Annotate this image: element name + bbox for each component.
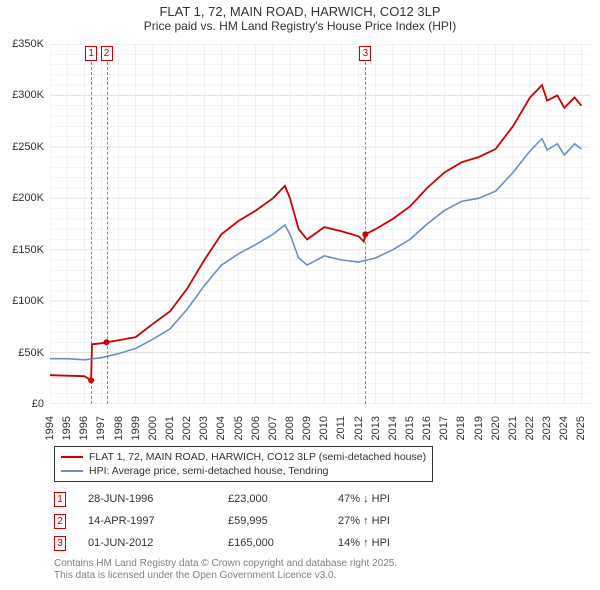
sales-row-marker: 1	[54, 492, 66, 507]
x-tick-label: 2021	[507, 416, 519, 440]
x-tick-label: 2006	[250, 416, 262, 440]
legend: FLAT 1, 72, MAIN ROAD, HARWICH, CO12 3LP…	[54, 446, 433, 482]
sales-row-pct: 47% ↓ HPI	[338, 493, 458, 505]
attribution-line-2: This data is licensed under the Open Gov…	[54, 570, 397, 582]
x-tick-label: 2017	[438, 416, 450, 440]
x-tick-label: 2014	[387, 416, 399, 440]
series-price_paid	[50, 85, 581, 380]
x-tick-label: 2020	[490, 416, 502, 440]
attribution-line-1: Contains HM Land Registry data © Crown c…	[54, 558, 397, 570]
x-tick-label: 2023	[541, 416, 553, 440]
x-tick-label: 2010	[318, 416, 330, 440]
x-tick-label: 1998	[113, 416, 125, 440]
plot-svg	[50, 44, 590, 404]
sales-row-price: £165,000	[228, 537, 338, 549]
sales-row-price: £59,995	[228, 515, 338, 527]
title-block: FLAT 1, 72, MAIN ROAD, HARWICH, CO12 3LP…	[0, 0, 600, 33]
x-tick-label: 1997	[95, 416, 107, 440]
x-tick-label: 1994	[44, 416, 56, 440]
chart-subtitle: Price paid vs. HM Land Registry's House …	[0, 19, 600, 33]
marker-vline-2	[107, 62, 108, 404]
sales-row-marker: 3	[54, 536, 66, 551]
legend-label: HPI: Average price, semi-detached house,…	[89, 464, 329, 478]
x-tick-label: 2016	[421, 416, 433, 440]
x-tick-label: 1995	[61, 416, 73, 440]
x-tick-label: 2007	[267, 416, 279, 440]
plot-area: 12 3	[50, 44, 590, 404]
legend-swatch	[61, 456, 83, 458]
legend-swatch	[61, 470, 83, 472]
y-axis: £0£50K£100K£150K£200K£250K£300K£350K	[0, 44, 50, 404]
sales-table: 1 28-JUN-1996£23,00047% ↓ HPI 2 14-APR-1997…	[54, 488, 458, 554]
x-tick-label: 2024	[558, 416, 570, 440]
x-tick-label: 2013	[370, 416, 382, 440]
sales-row-date: 14-APR-1997	[88, 515, 228, 527]
x-tick-label: 2015	[404, 416, 416, 440]
sale-dots	[88, 231, 368, 383]
x-tick-label: 2009	[301, 416, 313, 440]
x-tick-label: 2011	[335, 416, 347, 440]
y-tick-label: £250K	[12, 141, 44, 153]
x-tick-label: 2018	[455, 416, 467, 440]
sales-row: 2 14-APR-1997£59,99527% ↑ HPI	[54, 510, 458, 532]
x-axis: 1994199519961997199819992000200120022003…	[50, 406, 590, 446]
sales-row-pct: 14% ↑ HPI	[338, 537, 458, 549]
x-tick-label: 2004	[215, 416, 227, 440]
x-tick-label: 2001	[164, 416, 176, 440]
x-tick-label: 1999	[130, 416, 142, 440]
chart-title: FLAT 1, 72, MAIN ROAD, HARWICH, CO12 3LP	[0, 4, 600, 19]
x-tick-label: 2022	[524, 416, 536, 440]
y-tick-label: £50K	[18, 347, 44, 359]
legend-row: FLAT 1, 72, MAIN ROAD, HARWICH, CO12 3LP…	[61, 450, 426, 464]
x-tick-label: 2008	[284, 416, 296, 440]
y-tick-label: £100K	[12, 295, 44, 307]
series-hpi	[50, 139, 581, 360]
marker-vline-1	[91, 62, 92, 404]
x-tick-label: 1996	[78, 416, 90, 440]
x-tick-label: 2003	[198, 416, 210, 440]
x-tick-label: 2012	[353, 416, 365, 440]
chart-container: FLAT 1, 72, MAIN ROAD, HARWICH, CO12 3LP…	[0, 0, 600, 590]
y-tick-label: £350K	[12, 38, 44, 50]
sales-row-pct: 27% ↑ HPI	[338, 515, 458, 527]
sales-row-marker: 2	[54, 514, 66, 529]
marker-box-3: 3	[359, 46, 371, 61]
attribution: Contains HM Land Registry data © Crown c…	[54, 558, 397, 582]
marker-box-1: 1	[85, 46, 97, 61]
marker-vline-3	[365, 62, 366, 404]
x-tick-label: 2019	[473, 416, 485, 440]
y-tick-label: £300K	[12, 89, 44, 101]
sales-row: 1 28-JUN-1996£23,00047% ↓ HPI	[54, 488, 458, 510]
sales-row-date: 01-JUN-2012	[88, 537, 228, 549]
y-tick-label: £150K	[12, 244, 44, 256]
sales-row: 3 01-JUN-2012£165,00014% ↑ HPI	[54, 532, 458, 554]
x-tick-label: 2000	[147, 416, 159, 440]
legend-label: FLAT 1, 72, MAIN ROAD, HARWICH, CO12 3LP…	[89, 450, 426, 464]
legend-row: HPI: Average price, semi-detached house,…	[61, 464, 426, 478]
x-tick-label: 2002	[181, 416, 193, 440]
x-tick-label: 2025	[575, 416, 587, 440]
x-tick-label: 2005	[233, 416, 245, 440]
marker-box-2: 2	[101, 46, 113, 61]
sales-row-date: 28-JUN-1996	[88, 493, 228, 505]
y-tick-label: £200K	[12, 192, 44, 204]
sales-row-price: £23,000	[228, 493, 338, 505]
series-lines	[50, 85, 581, 380]
y-tick-label: £0	[32, 398, 44, 410]
